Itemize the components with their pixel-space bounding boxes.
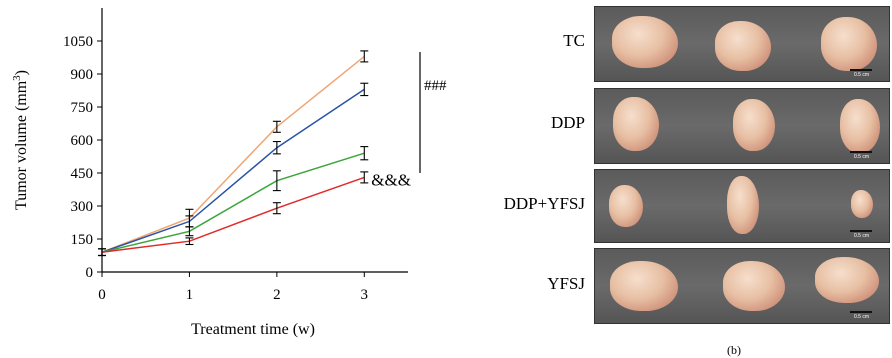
annotation-hash: ### — [424, 78, 447, 94]
photo-label-ddp: DDP — [455, 113, 585, 133]
tumor-image — [723, 261, 785, 311]
y-tick-label: 750 — [71, 100, 94, 116]
y-axis-label: Tumor volume (mm3) — [11, 70, 30, 210]
photo-panel-tc: 0.5 cm — [594, 6, 890, 82]
y-tick-label: 150 — [71, 232, 94, 248]
x-tick-label: 3 — [361, 287, 369, 303]
tumor-image — [815, 257, 879, 303]
scale-label: 0.5 cm — [854, 72, 869, 78]
annotation-ampersand: &&& — [371, 171, 411, 190]
y-tick-label: 0 — [86, 265, 94, 281]
x-axis-label: Treatment time (w) — [191, 321, 315, 338]
tumor-image — [727, 176, 759, 234]
y-tick-label: 300 — [71, 199, 94, 215]
tumor-image — [851, 190, 873, 218]
tumor-image — [613, 97, 659, 151]
y-tick-label: 900 — [71, 67, 94, 83]
tumor-image — [612, 16, 678, 68]
tumor-image — [610, 261, 678, 311]
y-tick-label: 450 — [71, 166, 94, 182]
scale-bar — [850, 311, 872, 313]
photo-label-yfsj: YFSJ — [455, 274, 585, 294]
tumor-image — [840, 99, 880, 153]
tumor-volume-chart: 0 150 300 450 600 750 900 1050 0 1 2 3 Treatment tim… — [0, 0, 470, 355]
x-tick-label: 0 — [98, 287, 106, 303]
x-tick-label: 1 — [186, 287, 194, 303]
y-tick-label: 1050 — [63, 34, 93, 50]
scale-label: 0.5 cm — [854, 314, 869, 320]
photo-label-tc: TC — [455, 31, 585, 51]
photo-label-ddp-yfsj: DDP+YFSJ — [455, 194, 585, 214]
panel-b-caption: (b) — [727, 343, 741, 358]
tumor-image — [715, 21, 771, 71]
x-tick-label: 2 — [273, 287, 281, 303]
photo-panel-ddp-yfsj: 0.5 cm — [594, 169, 890, 243]
series-line-3 — [102, 177, 364, 252]
scale-bar — [850, 69, 872, 71]
photo-panel-ddp: 0.5 cm — [594, 88, 890, 164]
tumor-image — [733, 99, 775, 151]
scale-bar — [850, 151, 872, 153]
series-line-1 — [102, 89, 364, 252]
photo-panel-yfsj: 0.5 cm — [594, 248, 890, 324]
tumor-image — [609, 185, 643, 227]
scale-label: 0.5 cm — [854, 154, 869, 160]
series-line-0 — [102, 56, 364, 252]
y-tick-label: 600 — [71, 133, 94, 149]
scale-bar — [850, 230, 872, 232]
scale-label: 0.5 cm — [854, 233, 869, 239]
tumor-image — [821, 17, 877, 71]
